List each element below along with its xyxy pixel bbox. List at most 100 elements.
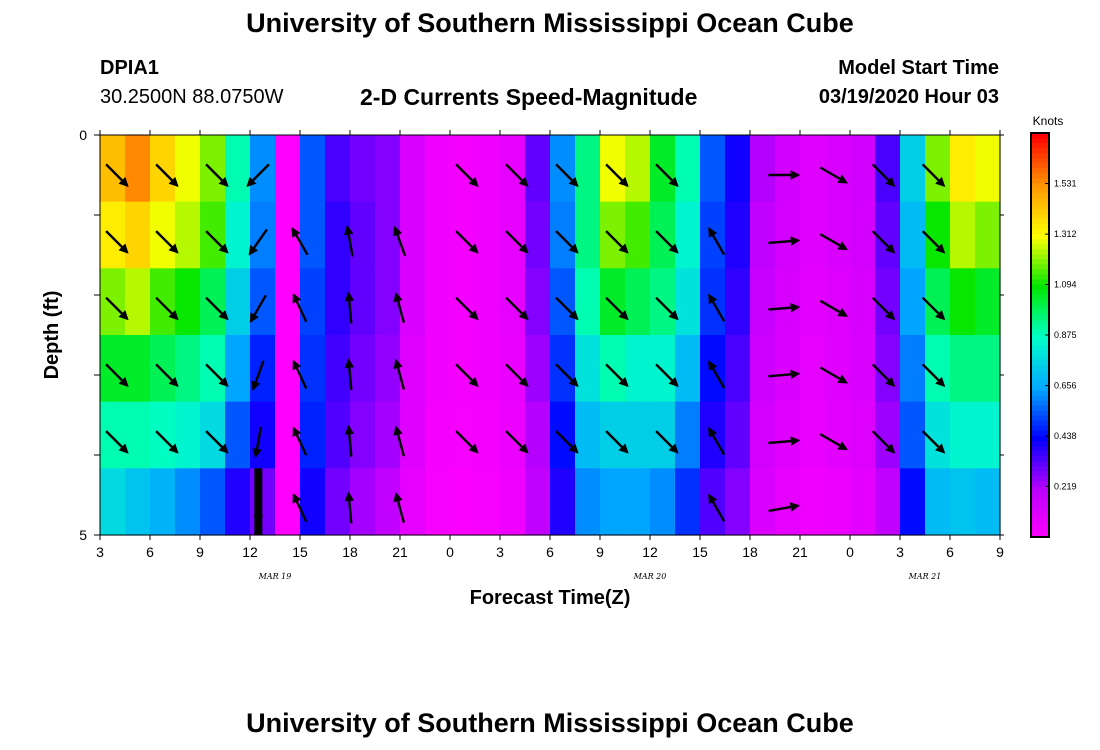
heatmap-cell: [925, 135, 951, 203]
heatmap-cell: [175, 468, 201, 536]
footer-title: University of Southern Mississippi Ocean…: [246, 708, 854, 738]
current-vector-arrow: [655, 430, 679, 454]
heatmap-cell: [925, 201, 951, 269]
heatmap-cell: [175, 201, 201, 269]
heatmap-cell: [850, 135, 876, 203]
heatmap-cell: [150, 401, 176, 469]
current-vector-arrow: [871, 363, 896, 387]
colorbar-segment: [1031, 178, 1049, 185]
heatmap-cell: [125, 268, 151, 336]
y-tick-label: 5: [79, 527, 87, 543]
heatmap-cell: [425, 268, 451, 336]
heatmap-cell: [200, 135, 226, 203]
heatmap-cell: [725, 135, 751, 203]
heatmap-cell: [450, 268, 476, 336]
heatmap-cell: [225, 401, 251, 469]
date-label: MAR 20: [633, 572, 667, 581]
current-vector-arrow: [105, 363, 129, 387]
colorbar-segment: [1031, 405, 1049, 412]
heatmap-cell: [300, 201, 326, 269]
x-tick-label: 18: [342, 544, 358, 560]
colorbar-segment: [1031, 415, 1049, 422]
x-tick-label: 0: [446, 544, 454, 560]
current-vector-arrow: [871, 296, 896, 321]
heatmap-cell: [750, 135, 776, 203]
colorbar-segment: [1031, 350, 1049, 356]
heatmap-cell: [900, 401, 926, 469]
colorbar-segment: [1031, 324, 1049, 331]
heatmap-cell: [900, 468, 926, 536]
heatmap-cell: [175, 135, 201, 203]
heatmap-cell: [125, 335, 151, 403]
heatmap-cell: [100, 401, 126, 469]
model-start-label: Model Start Time: [838, 57, 999, 79]
colorbar-segment: [1031, 218, 1049, 225]
heatmap-cell: [300, 401, 326, 469]
colorbar-segment: [1031, 345, 1049, 351]
heatmap-cell: [125, 401, 151, 469]
heatmap-cell: [375, 335, 401, 403]
x-tick-label: 15: [292, 544, 308, 560]
x-tick-label: 21: [392, 544, 408, 560]
current-vector-arrow: [246, 163, 270, 187]
colorbar-segment: [1031, 425, 1049, 432]
colorbar-segment: [1031, 441, 1049, 447]
heatmap-cell: [100, 335, 126, 403]
colorbar-segment: [1031, 400, 1049, 407]
heatmap-cell: [850, 335, 876, 403]
current-vector-arrow: [921, 430, 946, 454]
current-vector-arrow: [768, 236, 801, 246]
heatmap-cell: [325, 201, 351, 269]
colorbar-segment: [1031, 395, 1049, 402]
heatmap-cell: [400, 201, 426, 269]
colorbar-segment: [1031, 521, 1049, 528]
heatmap-cell: [100, 201, 126, 269]
chart-title: 2-D Currents Speed-Magnitude: [360, 84, 698, 110]
current-vector-arrow: [205, 363, 229, 387]
colorbar-segment: [1031, 456, 1049, 462]
heatmap-cell: [900, 135, 926, 203]
colorbar-segment: [1031, 385, 1049, 392]
heatmap-cell: [875, 201, 901, 269]
current-vector-arrow: [105, 163, 129, 187]
heatmap-cell: [550, 135, 576, 203]
heatmap-cell: [850, 201, 876, 269]
current-vector-arrow: [555, 296, 579, 321]
colorbar-segment: [1031, 370, 1049, 376]
heatmap-cell: [350, 201, 376, 269]
heatmap-cell: [200, 268, 226, 336]
heatmap-cell: [225, 335, 251, 403]
colorbar-segment: [1031, 299, 1049, 306]
heatmap-cell: [975, 468, 1001, 536]
heatmap-cell: [800, 468, 826, 536]
heatmap-cell: [775, 335, 801, 403]
heatmap-cell: [875, 401, 901, 469]
speed-heatmap: [100, 135, 1001, 536]
heatmap-cell: [200, 468, 226, 536]
heatmap-cell: [250, 135, 276, 203]
heatmap-cell: [475, 201, 501, 269]
heatmap-cell: [950, 135, 976, 203]
colorbar-segment: [1031, 380, 1049, 387]
colorbar-segment: [1031, 314, 1049, 321]
current-vector-arrow: [291, 227, 309, 256]
colorbar-segment: [1031, 496, 1049, 503]
heatmap-cell: [975, 135, 1001, 203]
colorbar-segment: [1031, 491, 1049, 498]
heatmap-cell: [450, 468, 476, 536]
heatmap-cell: [950, 268, 976, 336]
heatmap-cell: [450, 335, 476, 403]
current-vector-arrow: [392, 225, 407, 257]
heatmap-cell: [525, 401, 551, 469]
current-vector-arrow: [605, 230, 629, 254]
heatmap-cell: [975, 401, 1001, 469]
colorbar-segment: [1031, 506, 1049, 513]
heatmap-cell: [550, 335, 576, 403]
colorbar-segment: [1031, 133, 1049, 139]
current-vector-arrow: [555, 430, 579, 454]
current-vector-arrow: [819, 433, 848, 451]
current-vector-arrow: [871, 163, 896, 187]
heatmap-cell: [475, 335, 501, 403]
current-vector-arrow: [505, 296, 529, 321]
current-vector-arrow: [768, 502, 800, 513]
